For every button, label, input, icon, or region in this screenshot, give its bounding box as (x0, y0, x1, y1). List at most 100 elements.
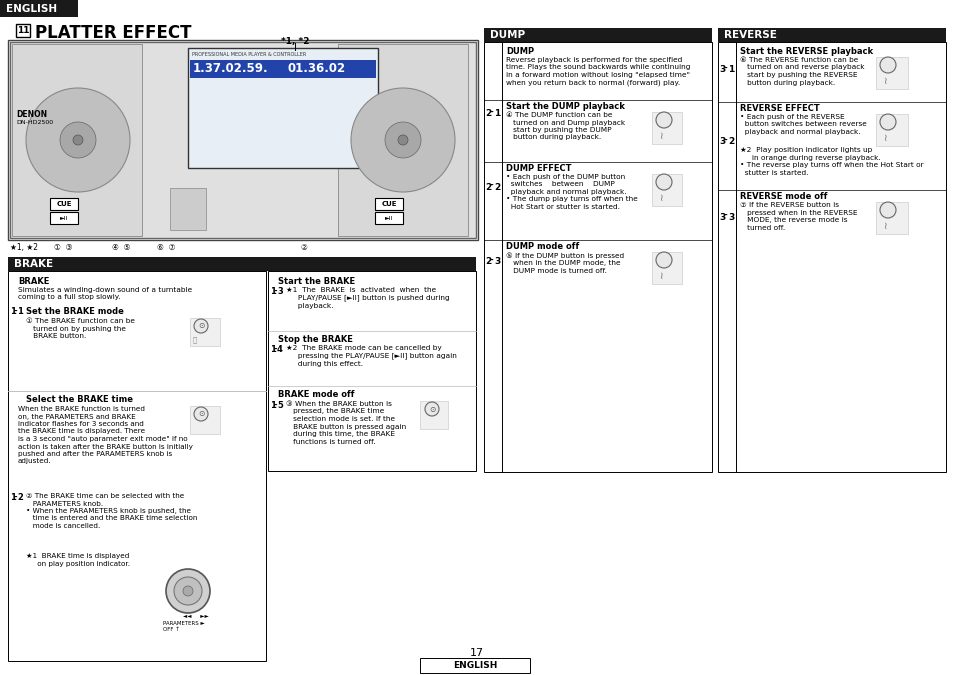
Text: REVERSE EFFECT: REVERSE EFFECT (740, 104, 819, 113)
Bar (483, 28, 711, 42)
Text: CUE: CUE (56, 201, 71, 207)
Text: REVERSE: REVERSE (723, 30, 776, 40)
Bar (419, 401, 448, 429)
Circle shape (879, 114, 895, 130)
Text: 3: 3 (719, 65, 724, 74)
Text: DENON: DENON (16, 110, 47, 119)
Text: 2: 2 (727, 138, 734, 146)
Text: Start the BRAKE: Start the BRAKE (277, 277, 355, 286)
Text: ① The BRAKE function can be
   turned on by pushing the
   BRAKE button.: ① The BRAKE function can be turned on by… (26, 318, 134, 339)
Text: 1: 1 (270, 401, 275, 410)
Text: ①  ③: ① ③ (54, 243, 72, 252)
Bar (375, 198, 402, 210)
Bar (8, 271, 266, 661)
Text: ≀: ≀ (882, 221, 885, 231)
Text: ②: ② (299, 243, 307, 252)
Text: ≀: ≀ (659, 131, 662, 141)
Text: DUMP mode off: DUMP mode off (505, 242, 578, 251)
Circle shape (385, 122, 420, 158)
Bar (190, 318, 220, 346)
Text: ≀: ≀ (659, 271, 662, 281)
Text: -: - (490, 107, 494, 117)
Text: ENGLISH: ENGLISH (6, 3, 57, 14)
Bar (190, 60, 375, 78)
Circle shape (73, 135, 83, 145)
Text: ⑤ If the DUMP button is pressed
   when in the DUMP mode, the
   DUMP mode is tu: ⑤ If the DUMP button is pressed when in … (505, 252, 623, 273)
Text: ⑦ If the REVERSE button is
   pressed when in the REVERSE
   MODE, the reverse m: ⑦ If the REVERSE button is pressed when … (740, 202, 857, 230)
Circle shape (879, 57, 895, 73)
Text: ≀: ≀ (882, 133, 885, 143)
Bar (188, 48, 377, 168)
Text: PROFESSIONAL MEDIA PLAYER & CONTROLLER: PROFESSIONAL MEDIA PLAYER & CONTROLLER (192, 52, 306, 57)
Text: 5: 5 (276, 401, 283, 410)
Text: Set the BRAKE mode: Set the BRAKE mode (26, 307, 124, 316)
Text: 3: 3 (727, 213, 734, 221)
Bar (10, 42, 476, 238)
Text: ⊙: ⊙ (428, 404, 435, 414)
Text: ④ The DUMP function can be
   turned on and Dump playback
   start by pushing th: ④ The DUMP function can be turned on and… (505, 112, 624, 140)
Bar (8, 40, 477, 240)
Text: ② The BRAKE time can be selected with the
   PARAMETERS knob.
• When the PARAMET: ② The BRAKE time can be selected with th… (26, 493, 197, 529)
Text: • Each push of the DUMP button
  switches    between    DUMP
  playback and norm: • Each push of the DUMP button switches … (505, 174, 638, 210)
Circle shape (60, 122, 96, 158)
Text: ENGLISH: ENGLISH (453, 661, 497, 670)
Text: PLATTER EFFECT: PLATTER EFFECT (35, 24, 192, 42)
Text: 1.37.02.59.: 1.37.02.59. (193, 62, 269, 75)
Text: Start the REVERSE playback: Start the REVERSE playback (740, 47, 872, 56)
Text: 17: 17 (470, 648, 483, 658)
Bar (268, 271, 476, 471)
Circle shape (879, 202, 895, 218)
Bar (16, 24, 30, 37)
Text: 1: 1 (270, 345, 275, 354)
Text: 3: 3 (494, 257, 499, 267)
Text: ≀: ≀ (659, 193, 662, 203)
Bar (12, 44, 142, 236)
Circle shape (193, 319, 208, 333)
Bar (651, 252, 681, 284)
Text: ★1  The  BRAKE  is  activated  when  the
     PLAY/PAUSE [►II] button is pushed : ★1 The BRAKE is activated when the PLAY/… (286, 287, 449, 308)
Bar (375, 212, 402, 224)
Circle shape (193, 407, 208, 421)
Text: ≀: ≀ (882, 76, 885, 86)
Circle shape (656, 252, 671, 268)
Text: BRAKE mode off: BRAKE mode off (277, 390, 355, 399)
Text: *1, *2: *1, *2 (280, 37, 309, 46)
Bar (0, 0, 78, 17)
Text: Reverse playback is performed for the specified
time. Plays the sound backwards : Reverse playback is performed for the sp… (505, 57, 690, 86)
Text: -: - (723, 136, 727, 144)
Circle shape (26, 88, 130, 192)
Text: BRAKE: BRAKE (18, 277, 50, 286)
Text: ★2  The BRAKE mode can be cancelled by
     pressing the PLAY/PAUSE [►II] button: ★2 The BRAKE mode can be cancelled by pr… (286, 345, 456, 367)
Text: PARAMETERS ►
OFF ↑: PARAMETERS ► OFF ↑ (163, 621, 205, 632)
Text: -: - (274, 345, 277, 354)
Text: 01.36.02: 01.36.02 (288, 62, 346, 75)
Text: -: - (274, 401, 277, 410)
Text: ⑥ The REVERSE function can be
   turned on and reverse playback
   start by push: ⑥ The REVERSE function can be turned on … (740, 57, 863, 86)
Circle shape (656, 112, 671, 128)
Bar (419, 658, 530, 673)
Text: 3: 3 (719, 138, 724, 146)
Text: 2: 2 (484, 257, 491, 267)
Bar (718, 42, 945, 472)
Text: Stop the BRAKE: Stop the BRAKE (277, 335, 353, 344)
Text: ★2  Play position indicator lights up
     in orange during reverse playback.
• : ★2 Play position indicator lights up in … (740, 147, 923, 176)
Text: 2: 2 (17, 493, 23, 502)
Bar (8, 257, 476, 271)
Bar (718, 28, 945, 42)
Text: ★1, ★2: ★1, ★2 (10, 243, 38, 252)
Circle shape (351, 88, 455, 192)
Bar (875, 202, 907, 234)
Text: -: - (14, 307, 17, 316)
Bar (875, 57, 907, 89)
Text: 4: 4 (276, 345, 283, 354)
Text: -: - (274, 287, 277, 296)
Bar (190, 406, 220, 434)
Text: 1: 1 (10, 307, 16, 316)
Text: 1: 1 (17, 307, 23, 316)
Text: ④  ⑤: ④ ⑤ (112, 243, 131, 252)
Text: DUMP EFFECT: DUMP EFFECT (505, 164, 571, 173)
Bar (651, 112, 681, 144)
Text: ►II: ►II (384, 215, 393, 221)
Text: CUE: CUE (381, 201, 396, 207)
Text: ⑥  ⑦: ⑥ ⑦ (157, 243, 175, 252)
